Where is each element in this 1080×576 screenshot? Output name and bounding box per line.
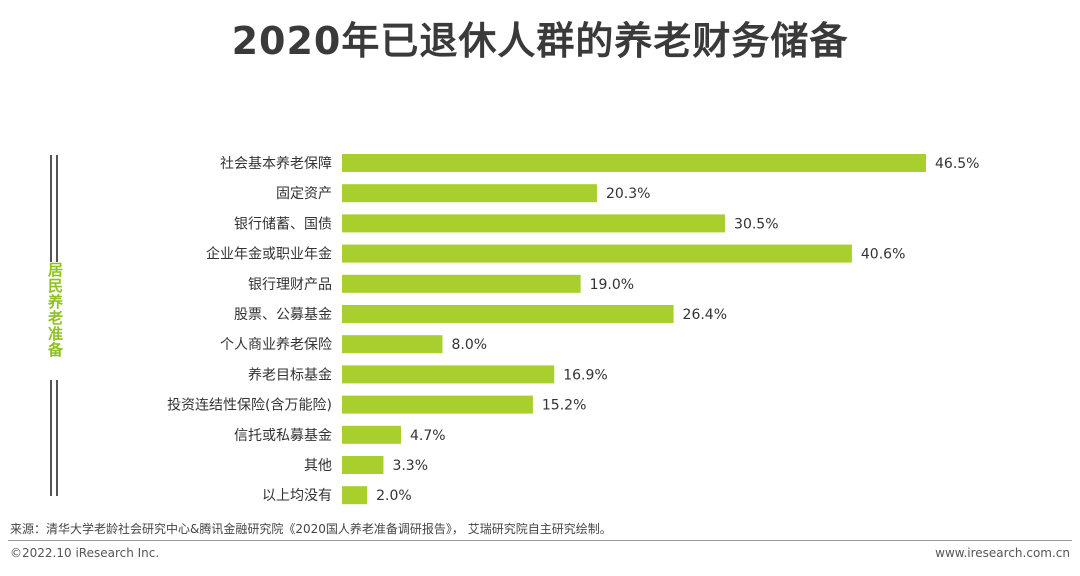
value-label: 2.0% xyxy=(376,488,412,504)
value-label: 40.6% xyxy=(861,247,905,263)
bar xyxy=(342,274,581,293)
value-label: 3.3% xyxy=(392,458,428,474)
category-label: 银行理财产品 xyxy=(248,277,332,293)
bar xyxy=(342,395,533,414)
value-label: 46.5% xyxy=(935,156,979,172)
bar xyxy=(342,425,402,444)
category-label: 股票、公募基金 xyxy=(234,306,332,323)
bar xyxy=(342,184,597,203)
value-label: 8.0% xyxy=(451,337,487,353)
value-label: 19.0% xyxy=(590,277,634,293)
value-label: 15.2% xyxy=(542,398,586,414)
category-label: 银行储蓄、国债 xyxy=(234,216,332,232)
value-label: 16.9% xyxy=(563,367,607,383)
category-label: 其他 xyxy=(304,458,332,474)
side-label-background xyxy=(44,262,66,380)
bar xyxy=(342,305,674,323)
chart-title: 2020年已退休人群的养老财务储备 xyxy=(231,19,849,63)
side-label: 居民养老准备 xyxy=(46,262,64,358)
value-label: 30.5% xyxy=(734,216,778,232)
footer-divider xyxy=(8,540,1072,541)
website-url: www.iresearch.com.cn xyxy=(935,546,1070,560)
value-label: 26.4% xyxy=(683,307,727,323)
category-label: 社会基本养老保障 xyxy=(220,155,332,172)
copyright: ©2022.10 iResearch Inc. xyxy=(10,546,160,560)
category-label: 以上均没有 xyxy=(262,488,332,504)
bar xyxy=(342,486,368,505)
category-label: 固定资产 xyxy=(276,186,332,202)
category-label: 养老目标基金 xyxy=(248,366,332,383)
source-note: 来源：清华大学老龄社会研究中心&腾讯金融研究院《2020国人养老准备调研报告》，… xyxy=(10,522,612,536)
category-label: 投资连结性保险(含万能险) xyxy=(167,398,332,414)
bar xyxy=(342,244,852,263)
value-label: 20.3% xyxy=(606,186,650,202)
category-label: 企业年金或职业年金 xyxy=(206,246,332,263)
category-label: 个人商业养老保险 xyxy=(220,337,332,353)
value-label: 4.7% xyxy=(410,428,446,444)
category-label: 信托或私募基金 xyxy=(234,427,332,444)
bar xyxy=(342,335,443,354)
bar-chart: 社会基本养老保障 46.5% 固定资产 20.3% 银行储蓄、国债 30.5% 企业年金或职… xyxy=(50,154,979,505)
bar xyxy=(342,154,926,172)
bar xyxy=(342,365,555,384)
bar xyxy=(342,456,384,474)
bar xyxy=(342,214,726,233)
